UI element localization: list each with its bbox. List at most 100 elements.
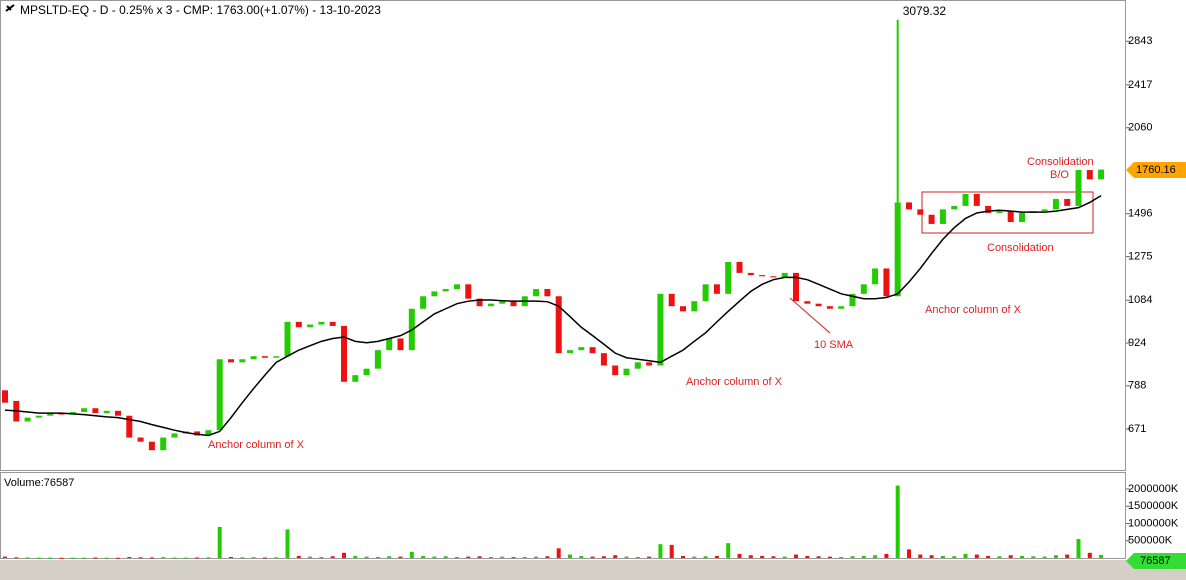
volume-bar <box>613 555 618 558</box>
y-tick-label: 1496 <box>1128 208 1152 220</box>
volume-bar <box>601 556 606 558</box>
candle-body <box>1041 209 1048 212</box>
volume-bar <box>940 555 945 558</box>
candle-body <box>115 410 121 416</box>
volume-bar <box>997 556 1002 558</box>
candle-body <box>702 284 709 302</box>
candle-body <box>363 368 370 376</box>
volume-bar <box>929 555 934 558</box>
volume-bar <box>805 555 810 558</box>
volume-panel-border <box>0 472 1126 559</box>
volume-bar <box>794 554 798 558</box>
volume-bar <box>195 557 200 559</box>
volume-badge <box>1126 553 1186 569</box>
candle-body <box>261 356 268 358</box>
candle-body <box>329 321 336 326</box>
volume-bar <box>737 553 742 558</box>
volume-bar <box>342 552 346 558</box>
candle-body <box>883 268 890 297</box>
y-tick-label: 788 <box>1128 380 1146 392</box>
volume-bar <box>477 556 482 558</box>
volume-bar <box>748 555 753 558</box>
candle-body <box>499 301 506 304</box>
candle-body <box>793 272 799 302</box>
volume-bar <box>138 557 143 559</box>
candle-body <box>81 408 88 412</box>
candle-body <box>148 441 155 451</box>
y-tick-label: 2843 <box>1128 35 1152 47</box>
volume-bar <box>635 556 640 558</box>
volume-bar <box>104 557 109 559</box>
candle-body <box>646 362 653 366</box>
candle-body <box>454 284 460 290</box>
volume-tick-label: 1500000K <box>1128 500 1179 512</box>
candle-body <box>634 362 641 369</box>
volume-bar <box>827 556 832 558</box>
volume-bar <box>172 557 177 559</box>
candle-body <box>1019 212 1025 223</box>
volume-bar <box>274 557 279 559</box>
volume-bar <box>330 556 335 558</box>
candle-body <box>973 193 980 206</box>
volume-bar <box>149 557 154 559</box>
candle-body <box>205 430 212 436</box>
candle-body <box>759 275 766 277</box>
candle-body <box>680 306 686 312</box>
volume-bar <box>387 556 392 558</box>
volume-bar <box>590 556 595 558</box>
volume-bar <box>534 556 539 558</box>
candle-body <box>510 301 517 307</box>
volume-bar <box>714 555 719 558</box>
volume-bar <box>48 557 53 559</box>
status-bar <box>0 560 1186 580</box>
candle-body <box>928 214 935 224</box>
volume-bar <box>658 544 663 558</box>
candle-body <box>352 375 359 382</box>
volume-bar <box>568 554 572 558</box>
volume-bar <box>918 554 923 558</box>
candle-body <box>239 359 246 363</box>
volume-bar <box>669 544 674 558</box>
candle-body <box>578 347 585 351</box>
candle-body <box>24 417 31 422</box>
last-price-badge <box>1126 162 1186 179</box>
volume-bar <box>726 543 731 558</box>
annotation: Anchor column of X <box>925 304 1022 316</box>
volume-bar <box>511 557 516 559</box>
candle-body <box>657 293 664 366</box>
y-tick-label: 924 <box>1128 337 1146 349</box>
volume-bar <box>353 555 358 558</box>
candle-body <box>318 321 325 325</box>
volume-bar <box>545 556 550 558</box>
candle-body <box>838 306 845 309</box>
candle-body <box>1075 170 1082 206</box>
volume-bar <box>522 556 527 558</box>
candle-body <box>691 301 698 312</box>
title-icon <box>5 4 15 12</box>
volume-bar <box>285 529 290 558</box>
y-tick-label: 1275 <box>1128 251 1152 263</box>
volume-bar <box>455 556 459 558</box>
volume-bar <box>421 555 426 558</box>
volume-bar <box>70 557 75 559</box>
candle-body <box>668 293 675 307</box>
candle-body <box>713 284 720 294</box>
annotation: Consolidation <box>987 242 1054 254</box>
candle-body <box>35 415 42 418</box>
volume-bar <box>1008 555 1013 558</box>
candle-body <box>420 296 427 309</box>
annotation: Anchor column of X <box>686 376 783 388</box>
candle-body <box>985 205 992 213</box>
candle-body <box>171 433 178 438</box>
candle-body <box>815 303 822 307</box>
candle-body <box>431 291 438 297</box>
volume-bar <box>319 556 324 558</box>
candle-body <box>216 359 223 431</box>
volume-tick-label: 2000000K <box>1128 483 1179 495</box>
candle-body <box>906 202 912 210</box>
volume-bar <box>974 554 979 558</box>
last-price-label: 1760.16 <box>1136 164 1176 176</box>
candle-body <box>160 437 167 451</box>
candle-body <box>126 415 133 438</box>
candle-body <box>487 303 494 307</box>
